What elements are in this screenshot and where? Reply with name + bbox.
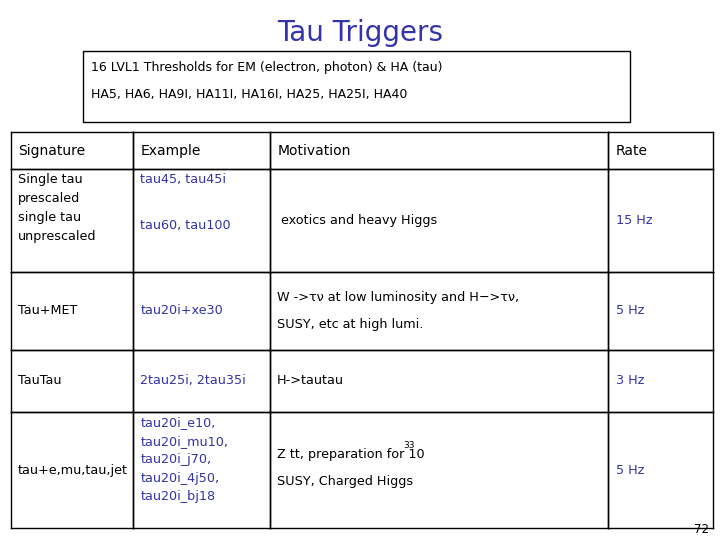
Text: SUSY, etc at high lumi.: SUSY, etc at high lumi.: [277, 318, 423, 331]
Text: exotics and heavy Higgs: exotics and heavy Higgs: [277, 214, 438, 227]
Text: tau60, tau100: tau60, tau100: [140, 219, 231, 232]
Text: H->tautau: H->tautau: [277, 374, 344, 388]
Text: Single tau
prescaled
single tau
unprescaled: Single tau prescaled single tau unpresca…: [18, 173, 96, 244]
Text: 5 Hz: 5 Hz: [616, 304, 644, 318]
Text: 3 Hz: 3 Hz: [616, 374, 644, 388]
Text: tau45, tau45i: tau45, tau45i: [140, 173, 226, 186]
FancyBboxPatch shape: [83, 51, 630, 122]
Text: 5 Hz: 5 Hz: [616, 463, 644, 477]
Text: SUSY, Charged Higgs: SUSY, Charged Higgs: [277, 475, 413, 489]
Text: HA5, HA6, HA9I, HA11I, HA16I, HA25, HA25I, HA40: HA5, HA6, HA9I, HA11I, HA16I, HA25, HA25…: [91, 88, 408, 101]
Text: tau20i_e10,
tau20i_mu10,
tau20i_j70,
tau20i_4j50,
tau20i_bj18: tau20i_e10, tau20i_mu10, tau20i_j70, tau…: [140, 416, 228, 503]
Text: TauTau: TauTau: [18, 374, 61, 388]
Text: tau+e,mu,tau,jet: tau+e,mu,tau,jet: [18, 463, 128, 477]
Text: W ->τν at low luminosity and H−>τν,: W ->τν at low luminosity and H−>τν,: [277, 291, 519, 304]
Text: Signature: Signature: [18, 144, 85, 158]
Text: 72: 72: [694, 523, 709, 536]
Text: Rate: Rate: [616, 144, 647, 158]
Text: 2tau25i, 2tau35i: 2tau25i, 2tau35i: [140, 374, 246, 388]
Text: Tau+MET: Tau+MET: [18, 304, 77, 318]
Text: 15 Hz: 15 Hz: [616, 214, 652, 227]
Text: Z tt, preparation for 10: Z tt, preparation for 10: [277, 448, 425, 462]
Text: Tau Triggers: Tau Triggers: [277, 19, 443, 47]
Text: tau20i+xe30: tau20i+xe30: [140, 304, 223, 318]
Text: 16 LVL1 Thresholds for EM (electron, photon) & HA (tau): 16 LVL1 Thresholds for EM (electron, pho…: [91, 61, 443, 74]
Text: Example: Example: [140, 144, 201, 158]
Text: Motivation: Motivation: [277, 144, 351, 158]
Text: 33: 33: [403, 441, 415, 450]
